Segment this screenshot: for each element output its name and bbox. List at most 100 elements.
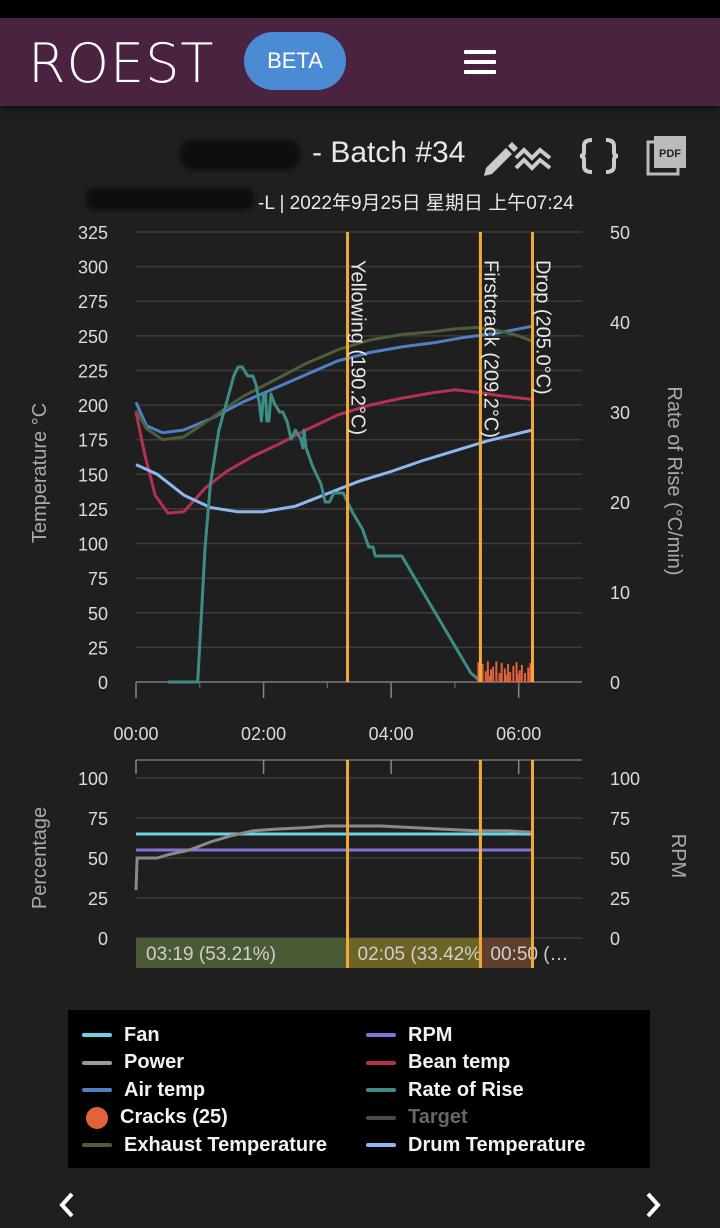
- legend-label: Rate of Rise: [408, 1078, 524, 1101]
- legend-label: RPM: [408, 1023, 453, 1046]
- y-axis-label: Percentage: [29, 807, 51, 909]
- phase-bar: [347, 938, 481, 968]
- phase-label: 02:05 (33.42%): [358, 944, 488, 965]
- redacted-roaster: [86, 188, 254, 210]
- y2-tick-label: 40: [610, 313, 630, 333]
- y-tick-label: 325: [78, 223, 108, 243]
- chart-legend: Fan RPM Power Bean temp Air temp Rate of Rise…: [68, 1010, 650, 1168]
- y2-axis-label: Rate of Rise (°C/min): [663, 386, 685, 575]
- status-bar: [0, 0, 720, 18]
- y-tick-label: 125: [78, 500, 108, 520]
- code-braces-icon[interactable]: [578, 136, 620, 181]
- legend-item[interactable]: Cracks (25): [82, 1105, 228, 1131]
- y2-tick-label: 20: [610, 493, 630, 513]
- roest-logo[interactable]: ROEST: [28, 32, 215, 95]
- series-rate-of-rise: [167, 365, 482, 684]
- legend-item[interactable]: Exhaust Temperature: [82, 1132, 327, 1158]
- series-exhaust-temperature: [134, 326, 534, 442]
- batch-title: - Batch #34: [312, 136, 466, 169]
- percentage-chart: 0 25 50 75 100 0 25 50 75 100 Percentage RPM 03:19 (…: [29, 759, 689, 968]
- phase-label: 03:19 (53.21%): [146, 944, 276, 965]
- x-tick-label: 06:00: [496, 724, 541, 744]
- edit-compare-icon[interactable]: [482, 136, 554, 181]
- chevron-left-icon[interactable]: [56, 1190, 76, 1225]
- legend-item[interactable]: Bean temp: [366, 1050, 510, 1076]
- legend-swatch: [366, 1115, 396, 1120]
- event-label: Yellowing (190.2°C): [347, 260, 369, 435]
- y-tick-label: 100: [78, 769, 108, 789]
- phase-label: 00:50 (…: [490, 944, 568, 965]
- y2-tick-label: 25: [610, 889, 630, 909]
- legend-swatch: [82, 1033, 112, 1037]
- y-tick-label: 200: [78, 396, 108, 416]
- batch-subtitle-row: -L | 2022年9月25日 星期日 上午07:24: [0, 186, 720, 214]
- beta-badge: BETA: [244, 32, 346, 90]
- y2-tick-label: 30: [610, 403, 630, 423]
- phase-bar: [480, 938, 533, 968]
- legend-swatch: [82, 1060, 112, 1065]
- legend-label: Bean temp: [408, 1051, 511, 1073]
- temperature-chart: 0 25 50 75 100 125 150 175 200 225 250 275 300 325 0 10…: [29, 223, 685, 744]
- legend-item[interactable]: Drum Temperature: [366, 1132, 585, 1158]
- legend-label: Power: [124, 1051, 185, 1073]
- y-tick-label: 75: [88, 569, 108, 589]
- y-tick-label: 25: [88, 889, 108, 909]
- y2-tick-label: 50: [610, 223, 630, 243]
- legend-item[interactable]: RPM: [366, 1022, 452, 1048]
- y2-tick-label: 0: [610, 673, 620, 693]
- y2-tick-label: 75: [610, 809, 630, 829]
- legend-swatch: [366, 1143, 396, 1147]
- y-tick-label: 50: [88, 849, 108, 869]
- series-air-temp: [134, 324, 533, 435]
- y-tick-label: 0: [98, 673, 108, 693]
- event-label: Firstcrack (209.2°C): [479, 260, 501, 438]
- legend-label: Exhaust Temperature: [124, 1133, 328, 1156]
- y2-tick-label: 100: [610, 769, 640, 789]
- y2-tick-label: 10: [610, 583, 630, 603]
- svg-text:PDF: PDF: [659, 148, 681, 160]
- y-tick-label: 75: [88, 809, 108, 829]
- legend-swatch: [82, 1088, 112, 1092]
- phase-bar: [136, 938, 348, 968]
- y-tick-label: 25: [88, 638, 108, 658]
- series-drum-temperature: [135, 428, 533, 514]
- x-tick-label: 04:00: [369, 724, 414, 744]
- chevron-right-icon[interactable]: [644, 1190, 664, 1225]
- y-tick-label: 175: [78, 431, 108, 451]
- y-tick-label: 0: [98, 929, 108, 949]
- legend-item[interactable]: Rate of Rise: [366, 1077, 524, 1103]
- legend-label: Target: [408, 1106, 468, 1128]
- y-tick-label: 150: [78, 465, 108, 485]
- y-tick-label: 275: [78, 292, 108, 312]
- y-tick-label: 250: [78, 327, 108, 347]
- legend-dot: [86, 1106, 108, 1129]
- legend-label: Air temp: [124, 1078, 206, 1101]
- x-tick-label: 00:00: [113, 724, 158, 744]
- y-tick-label: 225: [78, 361, 108, 381]
- y2-axis-label: RPM: [667, 834, 689, 878]
- y-axis-label: Temperature °C: [29, 403, 51, 543]
- legend-label: Fan: [124, 1023, 160, 1046]
- legend-item[interactable]: Target: [366, 1105, 468, 1131]
- legend-swatch: [82, 1143, 112, 1147]
- legend-item[interactable]: Fan: [82, 1022, 160, 1048]
- batch-title-row: - Batch #34 PDF: [0, 136, 700, 176]
- legend-item[interactable]: Air temp: [82, 1077, 205, 1103]
- redacted-name: [180, 140, 300, 170]
- legend-label: Drum Temperature: [408, 1133, 586, 1156]
- y-tick-label: 300: [78, 258, 108, 278]
- y2-tick-label: 50: [610, 849, 630, 869]
- legend-swatch: [366, 1060, 396, 1065]
- y2-tick-label: 0: [610, 929, 620, 949]
- x-tick-label: 02:00: [241, 724, 286, 744]
- legend-item[interactable]: Power: [82, 1050, 184, 1076]
- event-label: Drop (205.0°C): [531, 260, 553, 395]
- pdf-icon[interactable]: PDF: [646, 136, 688, 181]
- legend-swatch: [366, 1033, 396, 1037]
- y-tick-label: 100: [78, 535, 108, 555]
- y-tick-label: 50: [88, 604, 108, 624]
- legend-label: Cracks (25): [120, 1106, 228, 1128]
- hamburger-menu-icon[interactable]: [460, 50, 500, 74]
- series-power: [134, 824, 533, 891]
- app-header: ROEST BETA: [0, 18, 720, 106]
